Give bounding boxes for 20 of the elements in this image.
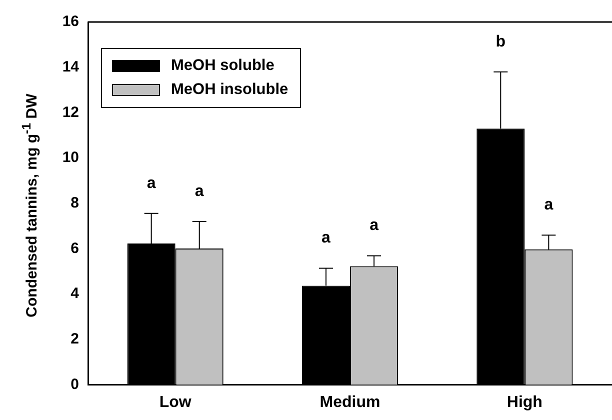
x-tick-label: Low [159, 394, 192, 411]
legend-label: MeOH soluble [171, 57, 274, 75]
annotation: a [370, 217, 379, 234]
y-tick-label: 16 [62, 13, 79, 30]
y-tick-label: 8 [70, 194, 79, 212]
annotation: a [194, 182, 204, 200]
y-tick-label: 10 [62, 149, 79, 166]
x-tick-label: High [506, 394, 542, 411]
y-tick-label: 2 [70, 330, 79, 348]
x-tick-label: Medium [320, 394, 380, 411]
annotation: a [146, 174, 156, 192]
legend-label: MeOH insoluble [171, 81, 288, 99]
y-tick-label: 4 [70, 285, 80, 302]
annotation: a [544, 196, 554, 214]
annotation: b [496, 33, 506, 50]
y-tick-label: 12 [62, 104, 79, 121]
y-tick-label: 6 [70, 240, 79, 257]
y-tick-label: 14 [62, 58, 80, 76]
y-tick-label: 0 [70, 376, 79, 393]
annotation: a [322, 230, 331, 247]
